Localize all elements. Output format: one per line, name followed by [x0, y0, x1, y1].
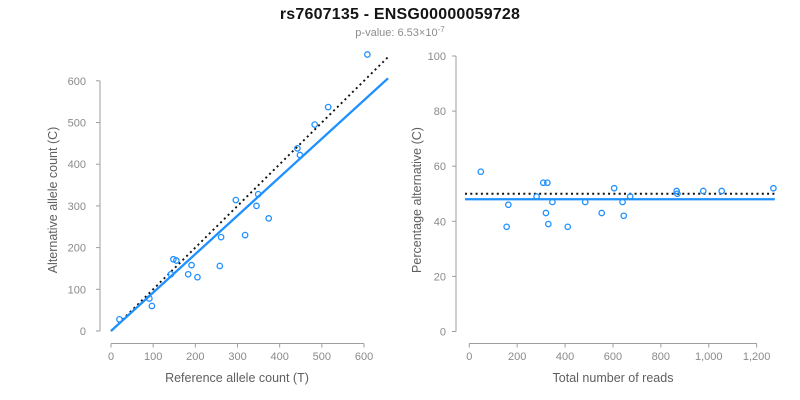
data-point — [533, 193, 540, 200]
data-point — [296, 151, 304, 159]
data-point — [254, 190, 262, 198]
x-axis-tick-label: 600 — [355, 351, 373, 363]
regression-line — [110, 77, 389, 332]
y-axis-tick-label: 40 — [434, 216, 446, 228]
y-axis-tick-label: 400 — [68, 159, 86, 171]
data-point — [311, 121, 319, 128]
data-point — [194, 273, 201, 281]
x-axis-title: Total number of reads — [553, 371, 674, 385]
data-point — [718, 187, 726, 195]
data-point — [620, 212, 628, 220]
identity-line — [110, 55, 390, 332]
x-axis-title: Reference allele count (T) — [165, 371, 309, 385]
data-point — [265, 215, 273, 222]
pvalue-text: p-value: 6.53×10 — [355, 27, 438, 39]
data-point — [544, 179, 551, 187]
x-axis-tick-label: 400 — [556, 351, 574, 363]
data-point — [564, 223, 572, 231]
y-axis-tick-label: 300 — [68, 201, 86, 213]
data-point — [542, 209, 550, 217]
x-axis-tick-label: 200 — [508, 351, 526, 363]
data-point — [167, 270, 175, 278]
x-axis-tick-label: 1,200 — [743, 351, 771, 363]
x-axis-tick-label: 800 — [652, 351, 670, 363]
pvalue-exponent: -7 — [437, 25, 445, 34]
y-axis-tick-label: 200 — [68, 243, 86, 255]
y-axis-tick-label: 20 — [434, 271, 446, 283]
figure-title: rs7607135 - ENSG00000059728 — [279, 6, 521, 23]
data-point — [217, 233, 225, 241]
y-axis-tick-label: 600 — [68, 76, 86, 88]
data-point — [504, 201, 512, 209]
chart-right: 0 200 400 600 800 1,000 1,200 0 20 40 60 80 100 Total… — [410, 51, 777, 385]
data-point — [699, 187, 707, 195]
data-point — [294, 145, 301, 152]
data-point — [232, 196, 240, 204]
data-point — [598, 209, 606, 217]
data-point — [253, 202, 260, 210]
y-axis-tick-label: 80 — [434, 106, 446, 118]
data-point — [539, 179, 547, 187]
x-axis-tick-label: 0 — [466, 351, 472, 363]
y-axis-title: Alternative allele count (C) — [46, 127, 60, 274]
data-point — [364, 51, 371, 58]
x-axis-tick-label: 100 — [144, 351, 162, 363]
data-point — [503, 223, 511, 231]
data-point — [173, 257, 180, 264]
x-axis-tick-label: 400 — [271, 351, 289, 363]
data-point — [148, 302, 156, 310]
data-point — [146, 295, 153, 302]
chart-left: 0 100 200 300 400 500 600 0 100 200 300 400 500 600 Re… — [46, 51, 390, 385]
x-axis-tick-label: 1,000 — [695, 351, 723, 363]
data-point — [626, 193, 634, 200]
y-axis-tick-label: 100 — [68, 284, 86, 296]
data-point — [581, 198, 589, 206]
data-point — [184, 270, 192, 278]
x-axis-tick-label: 0 — [108, 351, 114, 363]
data-point — [673, 187, 681, 195]
data-point — [674, 190, 681, 198]
data-point — [619, 198, 626, 206]
data-point — [544, 220, 552, 228]
y-axis-tick-label: 500 — [68, 118, 86, 130]
data-point — [188, 261, 195, 269]
data-point — [241, 231, 249, 239]
y-axis-title: Percentage alternative (C) — [410, 127, 424, 273]
data-point — [770, 184, 777, 192]
data-point — [610, 184, 618, 192]
y-axis-tick-label: 0 — [440, 327, 446, 339]
data-point — [116, 315, 123, 323]
figure-subtitle: p-value: 6.53×10-7 — [0, 25, 800, 39]
x-axis-tick-label: 300 — [228, 351, 246, 363]
x-axis-tick-label: 200 — [186, 351, 204, 363]
y-axis-tick-label: 0 — [80, 326, 86, 338]
y-axis-tick-label: 60 — [434, 161, 446, 173]
data-point — [477, 168, 485, 176]
data-point — [216, 262, 224, 270]
y-axis-tick-label: 100 — [428, 51, 446, 63]
x-axis-tick-label: 600 — [604, 351, 622, 363]
data-point — [549, 198, 556, 206]
data-point — [324, 103, 332, 111]
x-axis-tick-label: 500 — [313, 351, 331, 363]
